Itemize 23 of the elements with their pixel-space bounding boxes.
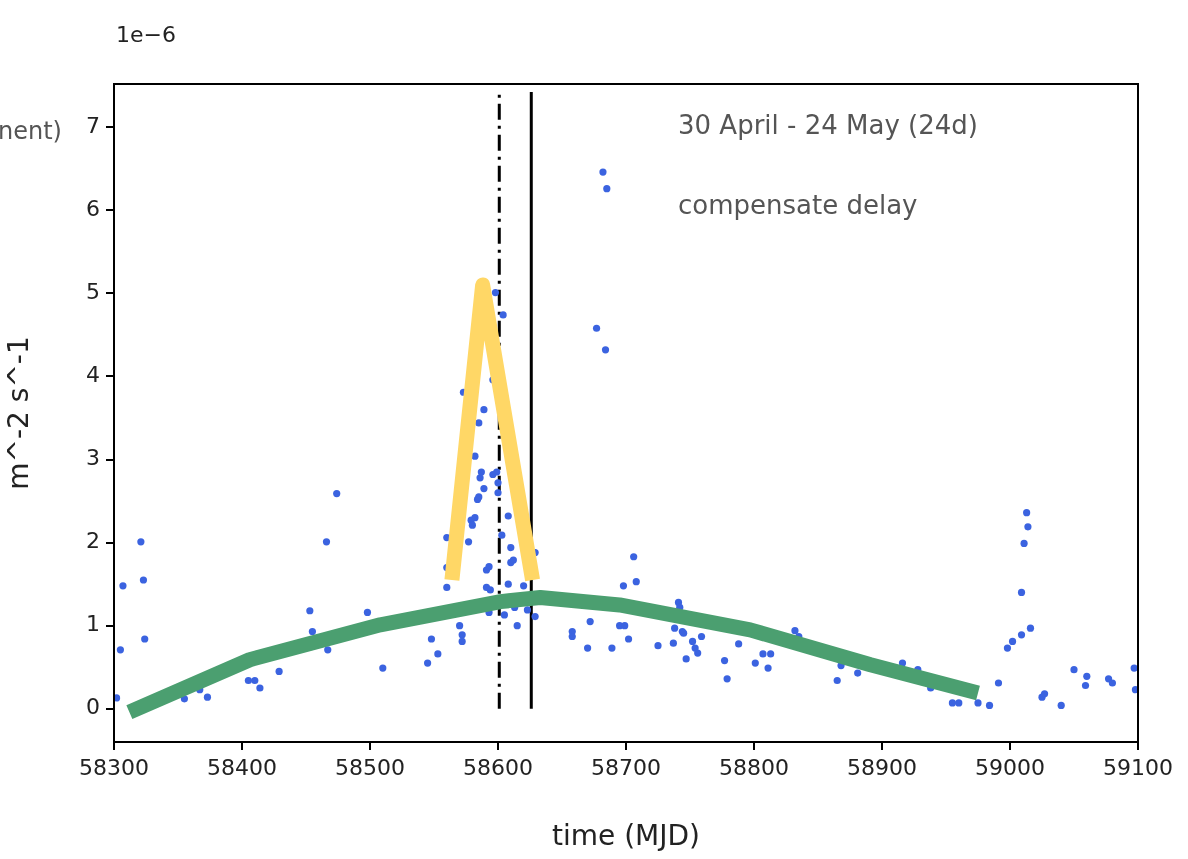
x-tick-label: 58600 xyxy=(463,754,533,780)
y-tick-label: 7 xyxy=(86,112,100,138)
y-tick-label: 2 xyxy=(86,528,100,554)
annotation: 30 April - 24 May (24d) xyxy=(678,109,978,140)
y-tick-label: 1 xyxy=(86,611,100,637)
x-tick-label: 58300 xyxy=(79,754,149,780)
x-tick-label: 59100 xyxy=(1103,754,1173,780)
x-tick-label: 58800 xyxy=(719,754,789,780)
x-tick-label: 58900 xyxy=(847,754,917,780)
y-tick-label: 5 xyxy=(86,279,100,305)
x-tick-label: 58500 xyxy=(335,754,405,780)
y-tick-label: 4 xyxy=(86,362,100,388)
annotation: compensate delay xyxy=(678,189,918,220)
x-tick-label: 58400 xyxy=(207,754,277,780)
x-tick-label: 58700 xyxy=(591,754,661,780)
text: nent) xyxy=(0,117,62,146)
x-axis-title: time (MJD) xyxy=(552,819,700,853)
y-axis-title: m^-2 s^-1 xyxy=(2,336,36,490)
text: 1e−6 xyxy=(116,21,176,47)
y-tick-label: 6 xyxy=(86,196,100,221)
y-tick-label: 0 xyxy=(86,694,100,720)
y-tick-label: 3 xyxy=(86,445,100,471)
x-tick-label: 59000 xyxy=(975,754,1045,780)
